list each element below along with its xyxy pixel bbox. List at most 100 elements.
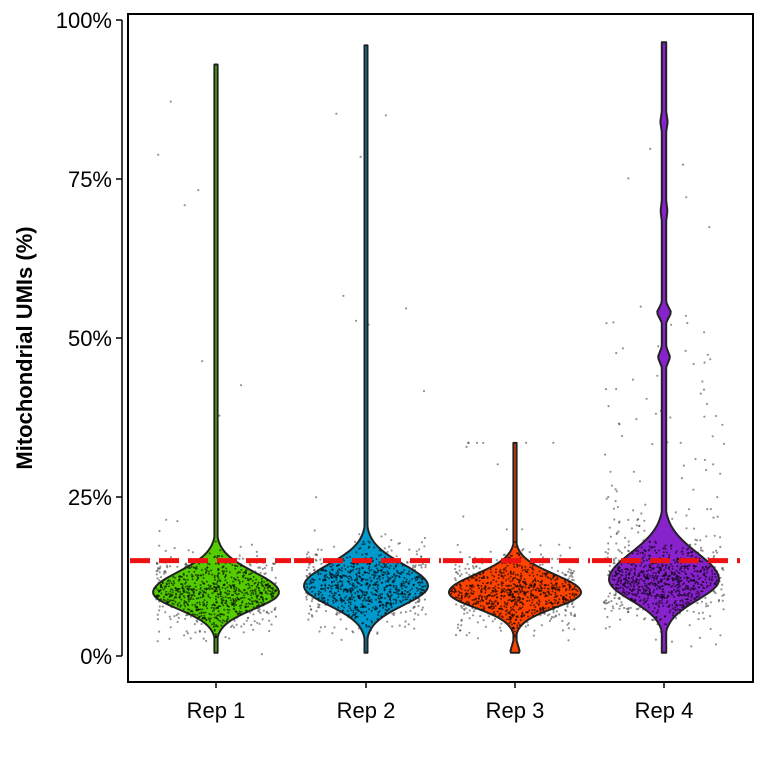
violin-point (409, 599, 412, 601)
violin-point (381, 577, 384, 580)
violin-point (643, 554, 646, 557)
violin-point (473, 576, 476, 579)
violin-point (614, 570, 617, 573)
jitter-point (176, 520, 179, 523)
violin-point (466, 577, 469, 580)
violin-point (407, 596, 409, 599)
violin-point (479, 604, 482, 607)
violin-1 (152, 63, 280, 654)
violin-point (174, 600, 177, 603)
violin-point (172, 584, 175, 587)
jitter-point (558, 543, 561, 546)
violin-point (220, 601, 223, 604)
violin-point (696, 575, 699, 577)
jitter-point (674, 511, 677, 514)
violin-point (165, 585, 168, 588)
violin-point (328, 571, 331, 574)
jitter-point (270, 623, 273, 626)
violin-point (497, 587, 500, 589)
jitter-point (466, 611, 469, 614)
jitter-point (539, 563, 542, 567)
violin-point (244, 592, 247, 595)
violin-point (502, 571, 505, 574)
violin-point (656, 594, 659, 596)
violin-point (257, 583, 259, 586)
violin-point (617, 572, 620, 575)
jitter-point (613, 561, 616, 565)
jitter-point (407, 623, 410, 626)
violin-point (675, 569, 678, 572)
violin-point (634, 594, 637, 597)
jitter-point (607, 601, 611, 604)
violin-point (483, 607, 486, 610)
jitter-point (604, 627, 607, 630)
violin-point (681, 553, 684, 556)
violin-point (349, 596, 352, 599)
violin-point (370, 568, 373, 571)
violin-point (519, 619, 522, 622)
violin-point (693, 567, 695, 570)
jitter-point (564, 608, 567, 612)
jitter-point (701, 611, 704, 614)
jitter-point (460, 624, 463, 627)
violin-point (679, 599, 682, 602)
violin-point (661, 588, 664, 591)
violin-point (349, 589, 352, 592)
violin-point (179, 604, 182, 607)
jitter-point (156, 618, 160, 621)
violin-point (228, 609, 231, 611)
jitter-point (462, 515, 465, 518)
violin-point (657, 582, 660, 585)
jitter-point (465, 571, 468, 575)
violin-point (467, 596, 470, 599)
violin-point (392, 598, 395, 601)
jitter-point (331, 632, 334, 635)
jitter-point (722, 442, 726, 445)
violin-point (217, 579, 220, 582)
violin-point (454, 589, 457, 592)
violin-point (514, 633, 516, 636)
jitter-point (632, 509, 635, 512)
violin-point (539, 584, 541, 587)
violin-point (466, 600, 469, 603)
violin-point (219, 591, 222, 594)
violin-point (620, 573, 623, 576)
violin-point (708, 576, 711, 579)
violin-point (211, 623, 213, 626)
violin-point (257, 601, 260, 604)
violin-point (355, 615, 358, 618)
violin-point (328, 584, 331, 587)
violin-point (320, 588, 323, 590)
violin-point (517, 592, 520, 595)
violin-point (229, 599, 232, 602)
violin-point (642, 587, 645, 590)
violin-point (263, 589, 266, 592)
violin-point (491, 601, 493, 603)
violin-point (388, 584, 391, 587)
violin-point (627, 580, 630, 583)
violin-point (216, 590, 219, 593)
jitter-point (164, 571, 167, 574)
violin-point (191, 610, 194, 613)
violin-point (382, 571, 385, 574)
jitter-point (482, 441, 485, 444)
violin-point (664, 615, 666, 618)
violin-point (182, 595, 185, 597)
violin-point (516, 626, 519, 629)
violin-point (239, 571, 241, 574)
violin-point (548, 599, 550, 602)
violin-point (338, 568, 340, 571)
violin-point (520, 577, 523, 580)
violin-point (225, 599, 228, 602)
jitter-point (319, 626, 322, 629)
violin-point (355, 576, 358, 579)
violin-point (676, 586, 679, 589)
violin-point (642, 574, 645, 577)
violin-point (668, 553, 671, 556)
violin-point (450, 590, 453, 593)
jitter-point (185, 562, 188, 565)
violin-point (674, 585, 677, 588)
violin-point (498, 570, 501, 573)
violin-point (386, 609, 389, 612)
violin-point (517, 599, 520, 601)
